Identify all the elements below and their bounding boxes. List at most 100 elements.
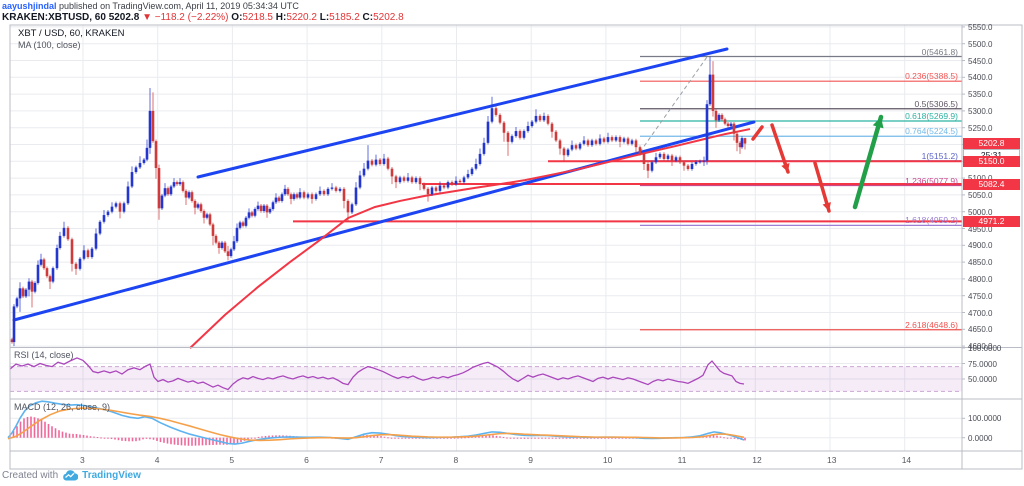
candle-body <box>690 163 694 170</box>
macd-histogram-bar <box>450 437 452 439</box>
channel-lower-line <box>12 120 756 322</box>
candle-body <box>126 186 130 204</box>
tradingview-watermark[interactable]: Created with TradingView <box>2 470 141 481</box>
red-down-arrow-head <box>822 202 831 211</box>
macd-histogram-bar <box>408 437 410 439</box>
candle-body <box>450 182 454 185</box>
macd-histogram-bar <box>390 437 393 439</box>
macd-histogram-bar <box>68 433 71 438</box>
macd-histogram-bar <box>604 437 606 439</box>
candle-body <box>442 185 446 188</box>
candle-body <box>229 249 233 257</box>
macd-histogram-bar <box>726 437 729 439</box>
candle-body <box>220 242 224 248</box>
candle-body <box>55 247 59 269</box>
macd-histogram-bar <box>149 437 151 440</box>
candle-body <box>486 121 490 143</box>
candle-body <box>310 194 314 199</box>
macd-histogram-bar <box>201 437 204 446</box>
macd-histogram-bar <box>173 437 176 445</box>
author-link[interactable]: aayushjindal <box>2 1 57 11</box>
candle-body <box>27 281 31 290</box>
macd-histogram-bar <box>222 437 225 445</box>
macd-histogram-bar <box>191 437 193 446</box>
candle-body <box>430 187 434 195</box>
candle-body <box>726 123 730 127</box>
candle-body <box>666 155 670 159</box>
macd-histogram-bar <box>537 437 540 439</box>
macd-histogram-bar <box>415 437 417 439</box>
close-value: 5202.8 <box>373 12 404 23</box>
candle-body <box>346 200 350 213</box>
macd-histogram-bar <box>709 435 711 438</box>
candle-body <box>658 153 662 158</box>
macd-histogram-bar <box>506 437 508 439</box>
macd-histogram-bar <box>597 437 599 439</box>
candle-body <box>318 190 322 195</box>
candle-body <box>181 182 185 191</box>
macd-histogram-bar <box>474 436 477 438</box>
widget-border <box>9 24 1023 470</box>
macd-histogram-bar <box>618 437 620 439</box>
rsi-band <box>10 366 962 392</box>
macd-histogram-bar <box>513 437 515 439</box>
macd-histogram-bar <box>205 437 207 446</box>
candle-body <box>187 192 191 198</box>
macd-histogram-bar <box>443 437 445 439</box>
candle-body <box>292 194 296 199</box>
candle-body <box>302 192 306 198</box>
candle-body <box>175 182 179 185</box>
macd-histogram-bar <box>117 437 120 441</box>
macd-histogram-bar <box>600 437 603 439</box>
candle-body <box>426 188 430 195</box>
macd-histogram-bar <box>121 437 123 441</box>
macd-histogram-bar <box>495 435 498 438</box>
candle-body <box>735 133 739 143</box>
candle-body <box>406 177 410 181</box>
macd-histogram-bar <box>268 435 270 438</box>
macd-histogram-bar <box>16 426 18 438</box>
macd-histogram-bar <box>271 435 274 438</box>
candle-body <box>394 176 398 183</box>
candle-body <box>708 74 712 105</box>
candle-body <box>574 145 578 149</box>
candle-body <box>578 143 582 149</box>
candle-body <box>598 138 602 144</box>
macd-histogram-bar <box>457 437 459 439</box>
candle-body <box>698 161 702 163</box>
candle-body <box>350 204 354 213</box>
candle-body <box>686 165 690 170</box>
candle-body <box>374 159 378 165</box>
candle-body <box>66 227 70 240</box>
green-up-arrow <box>852 114 884 210</box>
candle-body <box>62 227 66 236</box>
red-slash-mark <box>751 125 764 141</box>
candle-body <box>414 178 418 183</box>
macd-histogram-bar <box>471 436 473 438</box>
candle-body <box>247 212 251 218</box>
macd-histogram-bar <box>156 437 158 441</box>
candle-body <box>422 184 426 189</box>
main-series-legend[interactable]: XBT / USD, 60, KRAKEN <box>18 28 125 39</box>
macd-histogram-bar <box>131 437 134 442</box>
macd-histogram-bar <box>376 435 379 438</box>
macd-histogram-bar <box>261 436 263 438</box>
macd-histogram-bar <box>404 437 407 439</box>
macd-histogram-bar <box>418 437 421 439</box>
candle-body <box>522 131 526 138</box>
candle-body <box>670 155 674 161</box>
candle-body <box>682 162 686 166</box>
candle-body <box>418 178 422 185</box>
candle-body <box>326 188 330 195</box>
rsi-indicator-legend[interactable]: RSI (14, close) <box>14 350 74 360</box>
candle-body <box>694 161 698 164</box>
macd-histogram-bar <box>86 435 88 438</box>
candle-body <box>21 288 25 297</box>
ma-indicator-legend[interactable]: MA (100, close) <box>18 40 81 50</box>
macd-histogram-bar <box>558 437 561 439</box>
high-value: 5220.2 <box>286 12 317 23</box>
macd-indicator-legend[interactable]: MACD (12, 26, close, 9) <box>14 402 111 412</box>
macd-histogram-bar <box>89 436 92 438</box>
macd-histogram-bar <box>250 437 253 439</box>
